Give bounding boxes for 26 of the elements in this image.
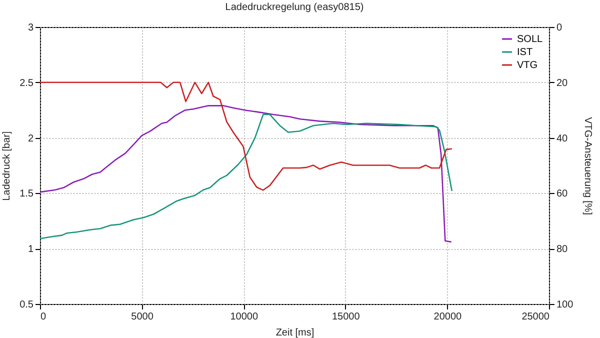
x-tick-label: 20000 xyxy=(434,312,462,322)
y-tick-label: 1 xyxy=(28,244,34,256)
x-tick-label: 0 xyxy=(40,312,46,322)
y-axis-title: Ladedruck [bar] xyxy=(2,131,13,201)
y2-tick-label: 0 xyxy=(556,22,562,34)
y2-tick-label: 20 xyxy=(556,78,568,89)
y-tick-label: 2.5 xyxy=(20,78,34,89)
line-series xyxy=(40,82,453,191)
y2-axis-title: VTG-Ansteuerung [%] xyxy=(582,117,594,216)
x-tick-label: 15000 xyxy=(332,312,360,322)
legend-label: SOLL xyxy=(517,34,544,45)
y2-tick-label: 100 xyxy=(556,300,574,310)
chart-title: Ladedruckregelung (easy0815) xyxy=(225,2,364,13)
x-tick-label: 10000 xyxy=(230,312,258,322)
x-tick-label: 5000 xyxy=(131,312,154,322)
y2-tick-label: 60 xyxy=(556,188,568,200)
legend-label: IST xyxy=(517,47,533,58)
y2-tick-label: 80 xyxy=(556,244,568,256)
x-tick-label: 25000 xyxy=(522,312,550,322)
y2-tick-label: 40 xyxy=(556,133,568,144)
y-tick-label: 1.5 xyxy=(20,188,34,200)
x-axis-title: Zeit [ms] xyxy=(276,328,314,338)
legend-label: VTG xyxy=(517,60,538,71)
y-tick-label: 0.5 xyxy=(20,300,34,310)
y-tick-label: 3 xyxy=(28,22,34,34)
y-tick-label: 2 xyxy=(28,133,34,144)
